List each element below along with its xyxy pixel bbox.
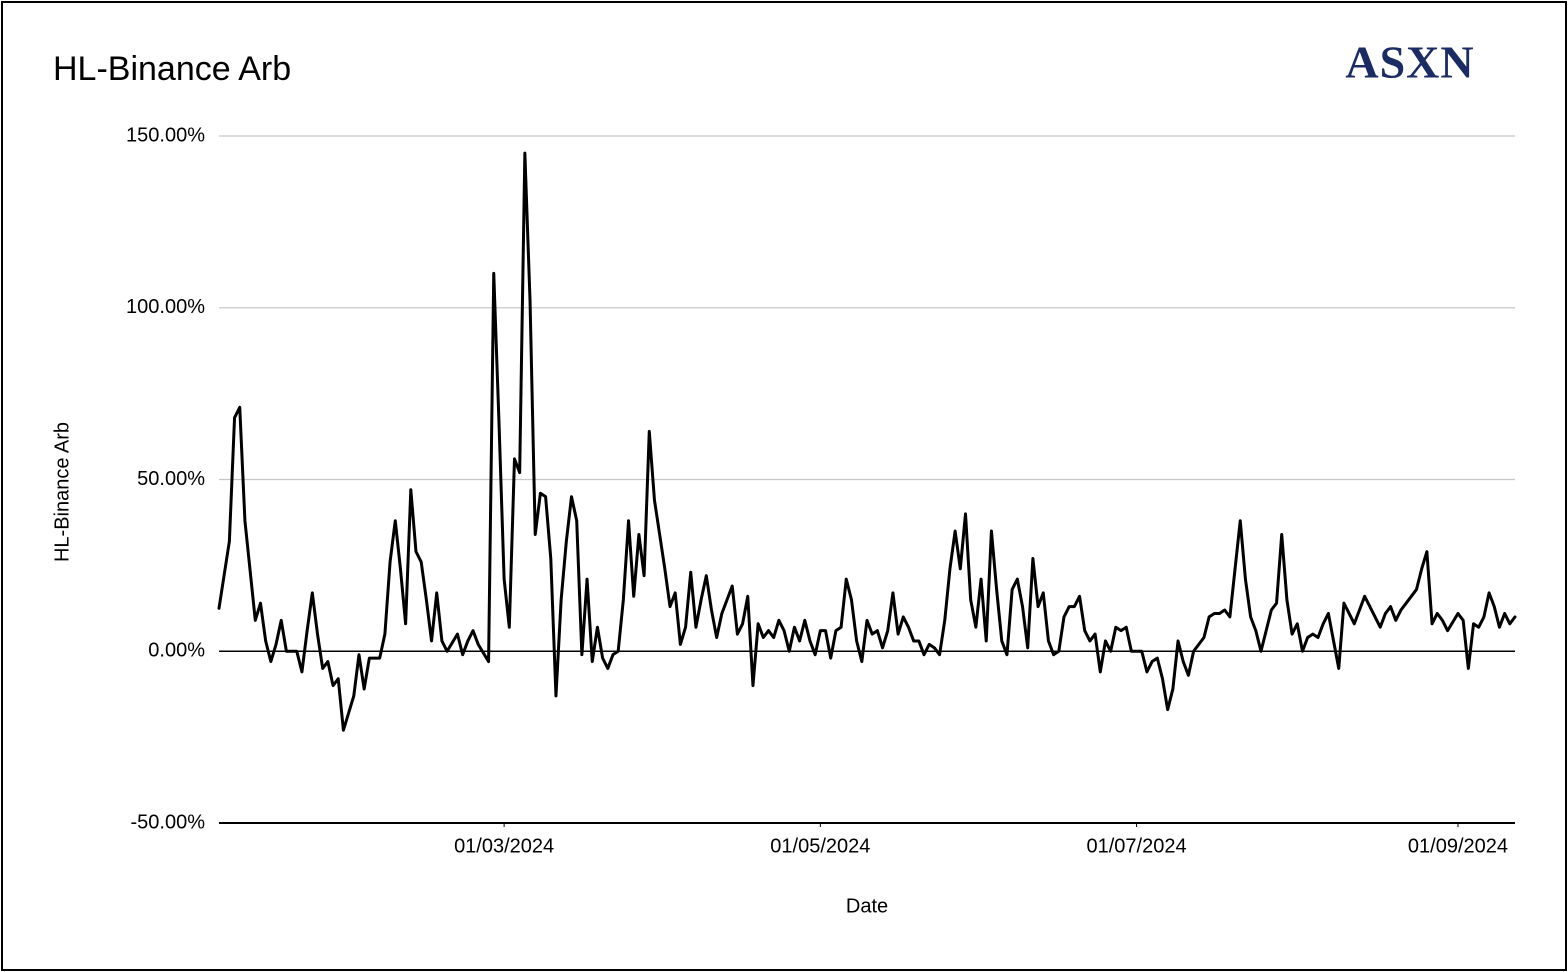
y-tick-label: 50.00% [137, 468, 205, 490]
y-tick-label: 150.00% [126, 124, 205, 146]
chart-title: HL-Binance Arb [53, 50, 291, 88]
logo: ASXN [1345, 37, 1474, 88]
data-line [217, 151, 1517, 732]
x-tick-label: 01/09/2024 [1408, 835, 1508, 857]
y-tick-label: 0.00% [148, 640, 205, 662]
y-tick-label: 100.00% [126, 296, 205, 318]
x-tick-label: 01/03/2024 [454, 835, 554, 857]
y-tick-label: -50.00% [131, 811, 206, 833]
x-tick-label: 01/05/2024 [770, 835, 870, 857]
x-axis-label: Date [846, 895, 888, 917]
x-tick-label: 01/07/2024 [1087, 835, 1187, 857]
y-axis-label: HL-Binance Arb [51, 422, 73, 562]
